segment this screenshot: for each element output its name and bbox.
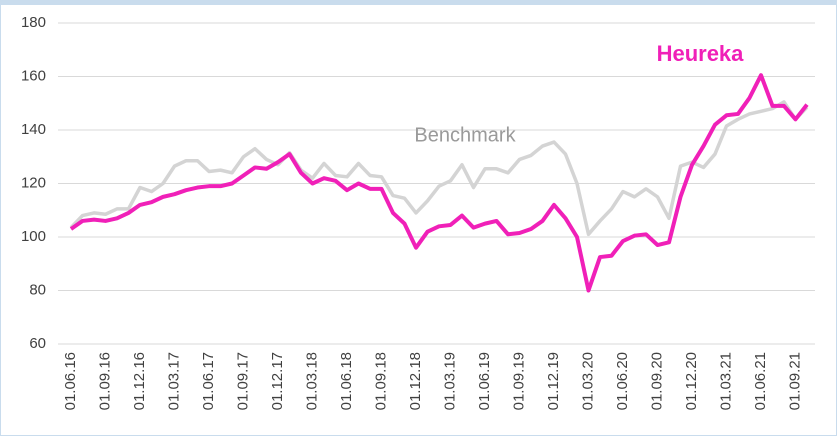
series-label: Heureka bbox=[657, 41, 745, 66]
x-tick-label: 01.09.17 bbox=[234, 352, 251, 410]
x-tick-label: 01.03.20 bbox=[579, 352, 596, 410]
y-tick-label: 100 bbox=[21, 228, 46, 245]
x-tick-label: 01.06.19 bbox=[476, 352, 493, 410]
x-tick-label: 01.12.18 bbox=[407, 352, 424, 410]
y-tick-label: 80 bbox=[29, 281, 46, 298]
top-bar bbox=[0, 0, 837, 5]
x-tick-label: 01.12.16 bbox=[131, 352, 148, 410]
x-tick-label: 01.06.18 bbox=[338, 352, 355, 410]
x-tick-label: 01.03.17 bbox=[165, 352, 182, 410]
x-tick-label: 01.06.17 bbox=[200, 352, 217, 410]
x-tick-label: 01.06.21 bbox=[752, 352, 769, 410]
x-tick-label: 01.09.18 bbox=[372, 352, 389, 410]
y-tick-label: 60 bbox=[29, 335, 46, 352]
x-tick-label: 01.09.19 bbox=[510, 352, 527, 410]
y-tick-label: 120 bbox=[21, 174, 46, 191]
series-label: Benchmark bbox=[414, 124, 516, 146]
x-tick-label: 01.06.20 bbox=[614, 352, 631, 410]
y-tick-label: 140 bbox=[21, 121, 46, 138]
x-tick-label: 01.12.20 bbox=[683, 352, 700, 410]
x-tick-label: 01.06.16 bbox=[62, 352, 79, 410]
series-line bbox=[69, 73, 809, 293]
x-tick-label: 01.12.17 bbox=[269, 352, 286, 410]
x-tick-label: 01.09.21 bbox=[786, 352, 803, 410]
x-tick-label: 01.03.21 bbox=[717, 352, 734, 410]
x-tick-label: 01.03.19 bbox=[441, 352, 458, 410]
y-tick-label: 160 bbox=[21, 67, 46, 84]
x-tick-label: 01.09.16 bbox=[96, 352, 113, 410]
y-tick-label: 180 bbox=[21, 14, 46, 31]
x-tick-label: 01.03.18 bbox=[303, 352, 320, 410]
series-line bbox=[69, 100, 809, 237]
x-tick-label: 01.09.20 bbox=[648, 352, 665, 410]
x-tick-label: 01.12.19 bbox=[545, 352, 562, 410]
